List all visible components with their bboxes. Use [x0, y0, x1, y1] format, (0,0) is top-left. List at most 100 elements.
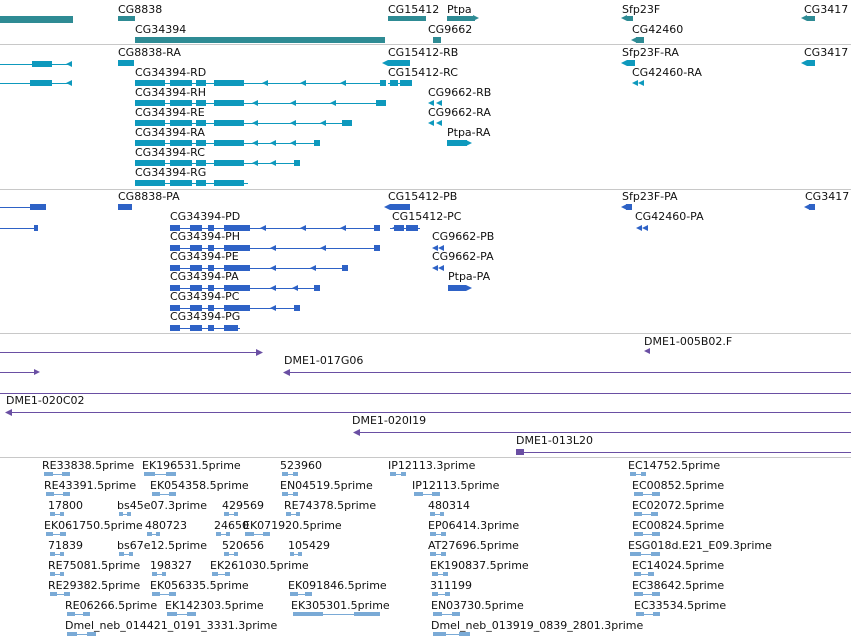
exon-block[interactable] — [32, 61, 52, 67]
exon-block[interactable] — [34, 225, 38, 231]
gene-glyph[interactable] — [807, 16, 815, 21]
gene-glyph[interactable] — [388, 16, 426, 21]
exon-block[interactable] — [224, 325, 238, 331]
feature-label-cg34394-pc[interactable]: CG34394-PC — [170, 290, 240, 303]
feature-label-ec00824[interactable]: EC00824.5prime — [632, 519, 725, 532]
feature-label-n105429[interactable]: 105429 — [288, 539, 330, 552]
est-line[interactable] — [67, 634, 96, 635]
feature-label-cg8838-pa[interactable]: CG8838-PA — [118, 190, 180, 203]
est-line[interactable] — [212, 574, 230, 575]
exon-block[interactable] — [190, 225, 202, 231]
exon-block[interactable] — [294, 305, 300, 311]
feature-label-cg34394-rg[interactable]: CG34394-RG — [135, 166, 207, 179]
exon-block[interactable] — [214, 180, 244, 186]
est-block[interactable] — [59, 552, 64, 556]
exon-block[interactable] — [196, 80, 206, 86]
est-block[interactable] — [62, 492, 70, 496]
exon-block[interactable] — [118, 60, 134, 66]
clone-line[interactable] — [521, 452, 851, 453]
feature-label-cg3417[interactable]: CG3417 — [805, 190, 850, 203]
est-line[interactable] — [430, 554, 446, 555]
est-line[interactable] — [636, 614, 660, 615]
est-block[interactable] — [298, 552, 302, 556]
exon-block[interactable] — [196, 160, 206, 166]
feature-label-cg15412-rb[interactable]: CG15412-RB — [388, 46, 459, 59]
est-block[interactable] — [652, 612, 660, 616]
est-block[interactable] — [64, 592, 70, 596]
est-block[interactable] — [295, 512, 300, 516]
intron-line[interactable] — [170, 228, 380, 229]
feature-label-en04519[interactable]: EN04519.5prime — [280, 479, 373, 492]
est-block[interactable] — [451, 612, 460, 616]
est-line[interactable] — [432, 594, 450, 595]
feature-label-n480314[interactable]: 480314 — [428, 499, 470, 512]
est-line[interactable] — [634, 494, 660, 495]
est-line[interactable] — [167, 614, 196, 615]
exon-block[interactable] — [30, 204, 46, 210]
est-line[interactable] — [390, 474, 406, 475]
gene-glyph[interactable] — [447, 16, 475, 21]
exon-block[interactable] — [196, 120, 206, 126]
exon-block[interactable] — [224, 285, 242, 291]
exon-block[interactable] — [170, 245, 180, 251]
intron-line[interactable] — [390, 228, 420, 229]
feature-label-sfp23f[interactable]: Sfp23F — [622, 3, 661, 16]
exon-block[interactable] — [388, 60, 410, 66]
feature-label-ep06414[interactable]: EP06414.3prime — [428, 519, 520, 532]
feature-label-ek061750[interactable]: EK061750.5prime — [44, 519, 143, 532]
clone-line[interactable] — [358, 432, 851, 433]
feature-label-ek054358[interactable]: EK054358.5prime — [150, 479, 249, 492]
feature-label-cg9662-ra[interactable]: CG9662-RA — [428, 106, 491, 119]
feature-label-re75081[interactable]: RE75081.5prime — [48, 559, 141, 572]
exon-block[interactable] — [170, 265, 180, 271]
est-block[interactable] — [62, 472, 70, 476]
exon-block[interactable] — [314, 285, 320, 291]
cds-block[interactable] — [390, 204, 410, 210]
est-block[interactable] — [439, 512, 444, 516]
feature-label-ec38642[interactable]: EC38642.5prime — [632, 579, 725, 592]
est-block[interactable] — [443, 572, 448, 576]
exon-block[interactable] — [224, 265, 242, 271]
est-block[interactable] — [652, 532, 660, 536]
exon-block[interactable] — [294, 160, 300, 166]
exon-block[interactable] — [190, 305, 202, 311]
exon-block[interactable] — [224, 245, 242, 251]
est-block[interactable] — [83, 612, 90, 616]
feature-label-re33838[interactable]: RE33838.5prime — [42, 459, 135, 472]
feature-label-n17800[interactable]: 17800 — [48, 499, 83, 512]
feature-label-ek056335[interactable]: EK056335.5prime — [150, 579, 249, 592]
feature-label-cg34394-rd[interactable]: CG34394-RD — [135, 66, 207, 79]
est-line[interactable] — [430, 534, 446, 535]
est-line[interactable] — [286, 514, 300, 515]
feature-label-re43391[interactable]: RE43391.5prime — [44, 479, 137, 492]
exon-block[interactable] — [214, 120, 244, 126]
cds-block[interactable] — [448, 285, 466, 291]
est-line[interactable] — [50, 594, 70, 595]
exon-block[interactable] — [380, 80, 386, 86]
feature-label-bs45e07[interactable]: bs45e07.3prime — [117, 499, 208, 512]
exon-block[interactable] — [190, 265, 202, 271]
feature-label-cg9662-pb[interactable]: CG9662-PB — [432, 230, 495, 243]
exon-block[interactable] — [135, 180, 165, 186]
est-line[interactable] — [46, 494, 70, 495]
feature-label-ec14024[interactable]: EC14024.5prime — [632, 559, 725, 572]
est-block[interactable] — [127, 512, 131, 516]
intron-line[interactable] — [0, 207, 46, 208]
exon-block[interactable] — [190, 325, 202, 331]
est-line[interactable] — [50, 554, 64, 555]
est-line[interactable] — [433, 634, 470, 635]
est-line[interactable] — [152, 494, 176, 495]
exon-block[interactable] — [394, 225, 404, 231]
feature-label-ek091846[interactable]: EK091846.5prime — [288, 579, 387, 592]
feature-label-cg15412-pc[interactable]: CG15412-PC — [392, 210, 462, 223]
feature-label-ec33534[interactable]: EC33534.5prime — [634, 599, 727, 612]
exon-block[interactable] — [406, 225, 418, 231]
exon-block[interactable] — [190, 285, 202, 291]
exon-block[interactable] — [208, 305, 214, 311]
feature-label-n429569[interactable]: 429569 — [222, 499, 264, 512]
est-line[interactable] — [144, 474, 176, 475]
exon-block[interactable] — [135, 160, 165, 166]
est-line[interactable] — [282, 494, 298, 495]
est-block[interactable] — [648, 572, 654, 576]
feature-label-ip12113-5[interactable]: IP12113.5prime — [412, 479, 500, 492]
